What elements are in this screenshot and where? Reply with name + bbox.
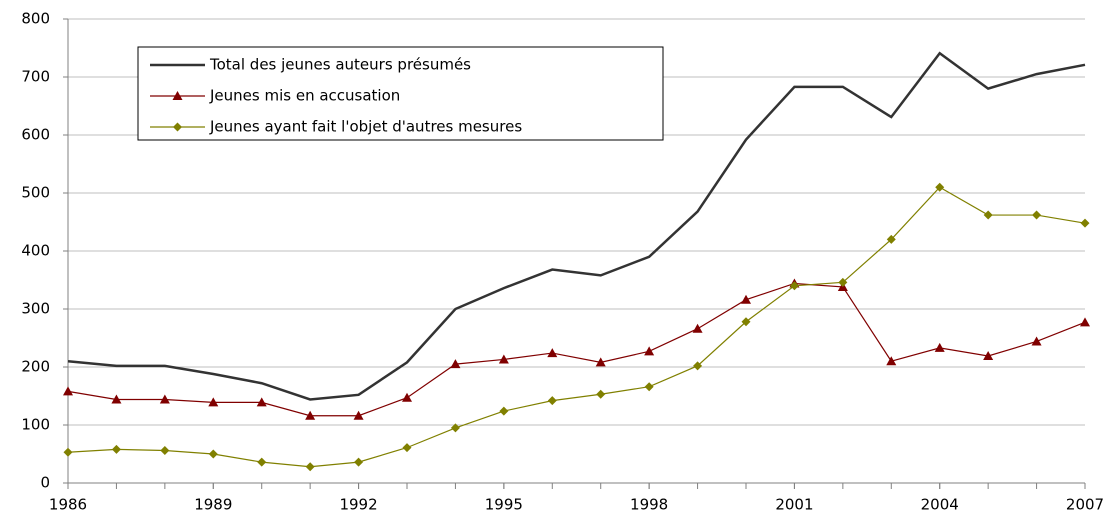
y-tick-label: 200: [21, 358, 50, 376]
diamond-marker: [1032, 210, 1042, 220]
triangle-marker: [208, 397, 219, 407]
diamond-marker: [838, 277, 848, 287]
triangle-marker: [498, 354, 509, 364]
diamond-marker: [499, 406, 509, 416]
x-tick-label: 1986: [49, 496, 87, 514]
diamond-marker: [1080, 218, 1090, 228]
y-tick-label: 100: [21, 416, 50, 434]
triangle-marker: [172, 91, 183, 100]
y-tick-label: 500: [21, 184, 50, 202]
diamond-marker: [257, 457, 267, 467]
diamond-marker: [547, 396, 557, 406]
diamond-marker: [741, 317, 751, 327]
series-line: [67, 51, 1086, 401]
y-tick-label: 0: [40, 474, 50, 492]
diamond-marker: [450, 423, 460, 433]
y-tick-label: 700: [21, 68, 50, 86]
diamond-marker: [63, 447, 73, 457]
diamond-marker: [208, 449, 218, 459]
diamond-marker: [160, 446, 170, 456]
triangle-marker: [111, 394, 122, 404]
x-tick-label: 1995: [485, 496, 523, 514]
triangle-marker: [402, 392, 412, 402]
y-tick-label: 400: [21, 242, 50, 260]
legend-label: Jeunes ayant fait l'objet d'autres mesur…: [209, 118, 522, 136]
x-tick-label: 1992: [339, 496, 377, 514]
triangle-marker: [741, 294, 751, 304]
triangle-marker: [644, 346, 655, 356]
legend-label: Jeunes mis en accusation: [209, 87, 400, 105]
triangle-marker: [1031, 336, 1042, 346]
triangle-marker: [63, 386, 73, 396]
diamond-marker: [596, 389, 606, 399]
x-tick-label: 2001: [775, 496, 813, 514]
diamond-marker: [402, 443, 412, 453]
triangle-marker: [1080, 317, 1090, 327]
triangle-marker: [934, 342, 945, 352]
triangle-marker: [353, 410, 364, 420]
triangle-marker: [450, 359, 461, 369]
y-tick-label: 800: [21, 10, 50, 28]
y-tick-label: 300: [21, 300, 50, 318]
series-line: [67, 186, 1086, 468]
diamond-marker: [305, 462, 315, 472]
triangle-marker: [159, 394, 170, 404]
triangle-marker: [595, 357, 606, 367]
triangle-marker: [256, 397, 267, 407]
diamond-marker: [983, 210, 993, 220]
x-tick-label: 1989: [194, 496, 232, 514]
x-tick-label: 2007: [1066, 496, 1104, 514]
triangle-marker: [886, 356, 897, 366]
diamond-marker: [935, 182, 945, 192]
diamond-marker: [111, 444, 121, 454]
triangle-marker: [692, 323, 703, 333]
legend-box: [137, 46, 664, 141]
diamond-marker: [354, 457, 364, 467]
diamond-marker: [789, 281, 799, 291]
diamond-marker: [886, 234, 896, 244]
series-line: [67, 282, 1086, 417]
triangle-marker: [305, 410, 316, 420]
x-tick-label: 1998: [630, 496, 668, 514]
diamond-marker: [173, 122, 182, 132]
legend-label: Total des jeunes auteurs présumés: [209, 56, 471, 74]
triangle-marker: [547, 348, 558, 358]
triangle-marker: [983, 350, 994, 360]
diamond-marker: [693, 361, 703, 371]
x-tick-label: 2004: [921, 496, 959, 514]
diamond-marker: [644, 382, 654, 392]
y-tick-label: 600: [21, 126, 50, 144]
